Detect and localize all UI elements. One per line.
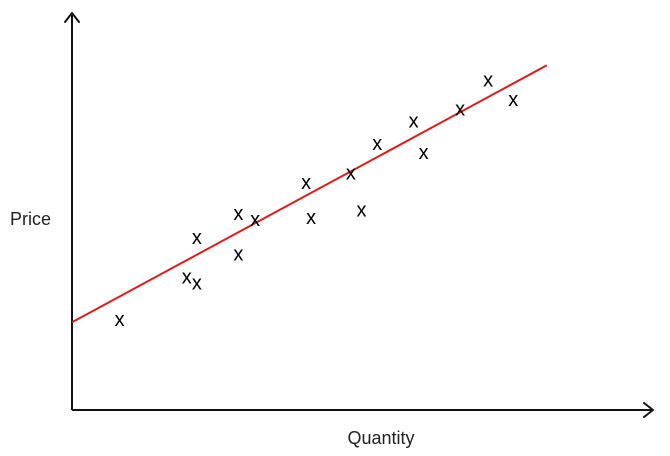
- data-point-12: x: [372, 133, 382, 155]
- y-axis-arrowhead: [64, 12, 80, 23]
- data-point-5: x: [233, 243, 243, 265]
- data-point-8: x: [301, 172, 311, 194]
- data-point-9: x: [306, 207, 316, 229]
- regression-line: [71, 64, 548, 324]
- data-point-7: x: [250, 209, 260, 231]
- data-point-6: x: [233, 203, 243, 225]
- data-point-13: x: [409, 110, 419, 132]
- x-axis-arrowhead: [643, 402, 654, 418]
- data-point-14: x: [419, 142, 429, 164]
- data-point-16: x: [483, 70, 493, 92]
- data-point-15: x: [455, 99, 465, 121]
- data-point-4: x: [192, 227, 202, 249]
- data-point-11: x: [357, 199, 367, 221]
- y-axis-label: Price: [10, 209, 51, 229]
- x-axis-label: Quantity: [347, 428, 414, 448]
- data-point-3: x: [192, 272, 202, 294]
- data-point-10: x: [346, 162, 356, 184]
- data-point-1: x: [115, 309, 125, 331]
- data-point-2: x: [182, 267, 192, 289]
- data-point-17: x: [508, 89, 518, 111]
